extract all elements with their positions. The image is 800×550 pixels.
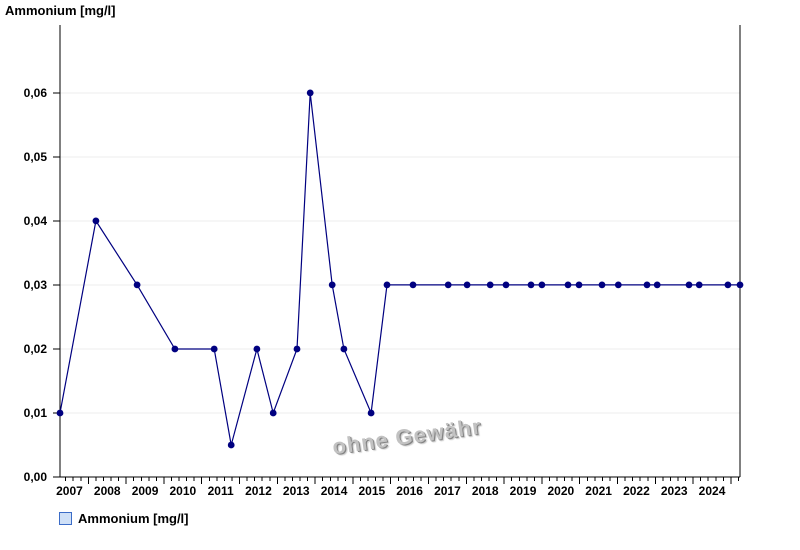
- x-axis-ticks: 2007 2008 2009 2010 2011 2012 2013 2014 2015 2016…: [56, 477, 739, 498]
- data-point: [575, 281, 583, 289]
- x-tick-label: 2012: [245, 484, 272, 498]
- y-tick-label: 0,05: [24, 150, 48, 164]
- y-tick-label: 0,00: [24, 470, 48, 484]
- data-point: [695, 281, 703, 289]
- ammonium-line-chart: 0,00 0,01 0,02 0,03 0,04 0,05 0,06 2007 2008 2009…: [24, 25, 744, 498]
- x-tick-label: 2018: [472, 484, 499, 498]
- data-point: [724, 281, 732, 289]
- data-point: [269, 409, 277, 417]
- y-tick-label: 0,03: [24, 278, 48, 292]
- data-point: [444, 281, 452, 289]
- x-tick-label: 2009: [132, 484, 159, 498]
- gridlines: [60, 92, 740, 414]
- x-tick-label: 2021: [585, 484, 612, 498]
- axes: [59, 25, 741, 478]
- chart-title: Ammonium [mg/l]: [5, 3, 116, 18]
- legend-swatch-icon: [59, 512, 72, 525]
- y-tick-label: 0,01: [24, 406, 48, 420]
- data-point: [502, 281, 510, 289]
- data-point: [736, 281, 744, 289]
- y-tick-label: 0,04: [24, 214, 48, 228]
- data-point: [527, 281, 535, 289]
- legend: Ammonium [mg/l]: [59, 511, 189, 526]
- y-tick-label: 0,06: [24, 86, 48, 100]
- x-tick-label: 2011: [208, 484, 234, 498]
- x-tick-label: 2023: [661, 484, 688, 498]
- x-tick-label: 2019: [510, 484, 537, 498]
- y-axis-ticks: 0,00 0,01 0,02 0,03 0,04 0,05 0,06: [24, 86, 60, 484]
- x-tick-label: 2013: [283, 484, 310, 498]
- legend-label: Ammonium [mg/l]: [78, 511, 189, 526]
- data-point: [486, 281, 494, 289]
- data-point: [367, 409, 375, 417]
- data-point: [293, 345, 301, 353]
- data-point: [133, 281, 141, 289]
- data-point: [598, 281, 606, 289]
- series-line: [59, 92, 740, 446]
- data-point: [685, 281, 693, 289]
- x-tick-label: 2007: [56, 484, 83, 498]
- data-point: [538, 281, 546, 289]
- data-point: [227, 441, 235, 449]
- x-tick-label: 2022: [623, 484, 650, 498]
- x-tick-label: 2010: [169, 484, 196, 498]
- data-point: [340, 345, 348, 353]
- data-point: [56, 409, 64, 417]
- series-Ammonium [mg/l]: [56, 89, 744, 449]
- x-tick-label: 2008: [94, 484, 121, 498]
- data-point: [171, 345, 179, 353]
- data-point: [383, 281, 391, 289]
- y-tick-label: 0,02: [24, 342, 48, 356]
- data-point: [92, 217, 100, 225]
- data-point: [409, 281, 417, 289]
- x-tick-label: 2024: [699, 484, 726, 498]
- x-tick-label: 2015: [358, 484, 385, 498]
- data-point: [653, 281, 661, 289]
- data-point: [328, 281, 336, 289]
- data-point: [210, 345, 218, 353]
- x-tick-label: 2020: [547, 484, 574, 498]
- x-tick-label: 2016: [396, 484, 423, 498]
- data-point: [614, 281, 622, 289]
- data-point: [306, 89, 314, 97]
- data-point: [643, 281, 651, 289]
- data-point: [564, 281, 572, 289]
- data-point: [253, 345, 261, 353]
- x-tick-label: 2014: [321, 484, 348, 498]
- x-tick-label: 2017: [434, 484, 461, 498]
- data-point: [463, 281, 471, 289]
